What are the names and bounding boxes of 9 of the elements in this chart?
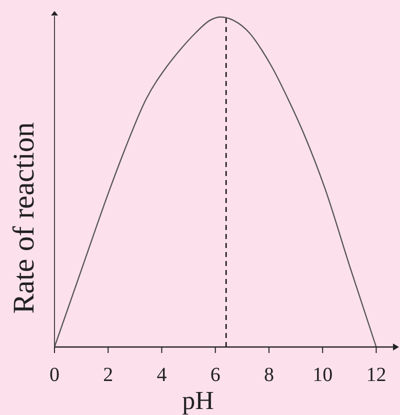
x-tick-label: 10 — [312, 364, 333, 386]
x-tick-label: 2 — [103, 364, 114, 386]
y-axis-title: Rate of reaction — [8, 122, 40, 314]
x-tick-label: 8 — [264, 364, 274, 386]
x-axis-title: pH — [182, 386, 214, 415]
x-tick-label: 0 — [50, 364, 60, 386]
x-tick-label: 4 — [156, 364, 167, 386]
x-tick-label: 12 — [366, 364, 386, 386]
x-tick-label: 6 — [210, 364, 220, 386]
